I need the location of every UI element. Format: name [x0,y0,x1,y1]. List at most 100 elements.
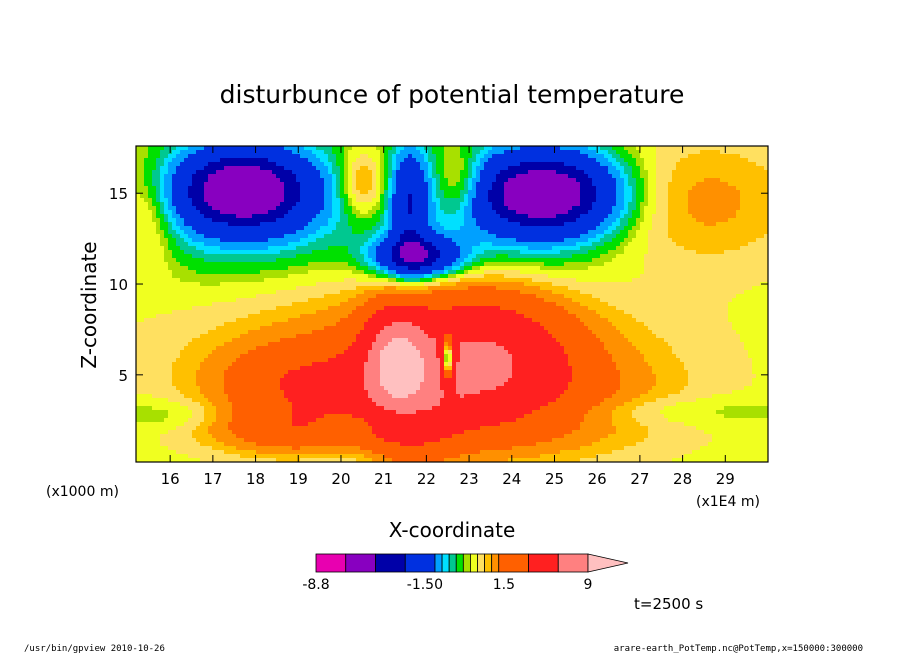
field-cell [712,190,717,195]
field-cell [628,246,633,251]
field-cell [252,210,257,215]
field-cell [524,154,529,159]
field-cell [616,258,621,263]
field-cell [664,158,669,163]
field-cell [364,214,369,219]
field-cell [520,146,525,151]
field-cell [592,250,597,255]
field-cell [288,226,293,231]
field-cell [552,242,557,247]
field-cell [216,186,221,191]
field-cell [416,238,421,243]
field-cell [704,262,709,267]
field-cell [460,238,465,243]
field-cell [264,250,269,255]
field-cell [408,182,413,187]
field-cell [280,214,285,219]
field-cell [252,182,257,187]
field-cell [248,222,253,227]
field-cell [452,250,457,255]
field-cell [632,222,637,227]
field-cell [500,174,505,179]
field-cell [620,170,625,175]
field-cell [504,174,509,179]
field-cell [252,270,257,275]
field-cell [536,190,541,195]
field-cell [472,226,477,231]
field-cell [604,226,609,231]
field-cell [364,146,369,151]
field-cell [544,266,549,271]
field-cell [344,254,349,259]
field-cell [732,206,737,211]
field-cell [648,166,653,171]
field-cell [708,250,713,255]
field-cell [352,146,357,151]
field-cell [172,258,177,263]
field-cell [544,222,549,227]
field-cell [640,210,645,215]
field-cell [688,154,693,159]
field-cell [708,190,713,195]
field-cell [292,242,297,247]
field-cell [244,194,249,199]
field-cell [704,182,709,187]
field-cell [696,218,701,223]
field-cell [188,210,193,215]
field-cell [568,254,573,259]
field-cell [624,190,629,195]
field-cell [592,174,597,179]
field-cell [632,246,637,251]
field-cell [372,262,377,267]
field-cell [612,162,617,167]
field-cell [208,234,213,239]
field-cell [496,178,501,183]
field-cell [520,222,525,227]
field-cell [672,170,677,175]
field-cell [704,206,709,211]
field-cell [212,158,217,163]
field-cell [168,170,173,175]
field-cell [448,198,453,203]
field-cell [284,206,289,211]
field-cell [376,250,381,255]
field-cell [280,158,285,163]
field-cell [700,214,705,219]
field-cell [484,266,489,271]
field-cell [456,246,461,251]
field-cell [412,246,417,251]
field-cell [368,158,373,163]
field-cell [248,246,253,251]
field-cell [388,154,393,159]
field-cell [568,162,573,167]
field-cell [360,262,365,267]
field-cell [192,202,197,207]
field-cell [524,246,529,251]
field-cell [756,202,761,207]
field-cell [728,218,733,223]
field-cell [416,154,421,159]
field-cell [204,202,209,207]
field-cell [480,238,485,243]
field-cell [220,202,225,207]
field-cell [428,178,433,183]
field-cell [640,206,645,211]
field-cell [396,186,401,191]
field-cell [472,154,477,159]
field-cell [248,162,253,167]
field-cell [216,182,221,187]
field-cell [424,230,429,235]
field-cell [648,230,653,235]
field-cell [204,234,209,239]
field-cell [540,226,545,231]
field-cell [300,242,305,247]
field-cell [392,170,397,175]
field-cell [512,230,517,235]
field-cell [664,182,669,187]
field-cell [308,214,313,219]
field-cell [752,230,757,235]
field-cell [152,222,157,227]
field-cell [688,198,693,203]
field-cell [652,218,657,223]
field-cell [184,262,189,267]
